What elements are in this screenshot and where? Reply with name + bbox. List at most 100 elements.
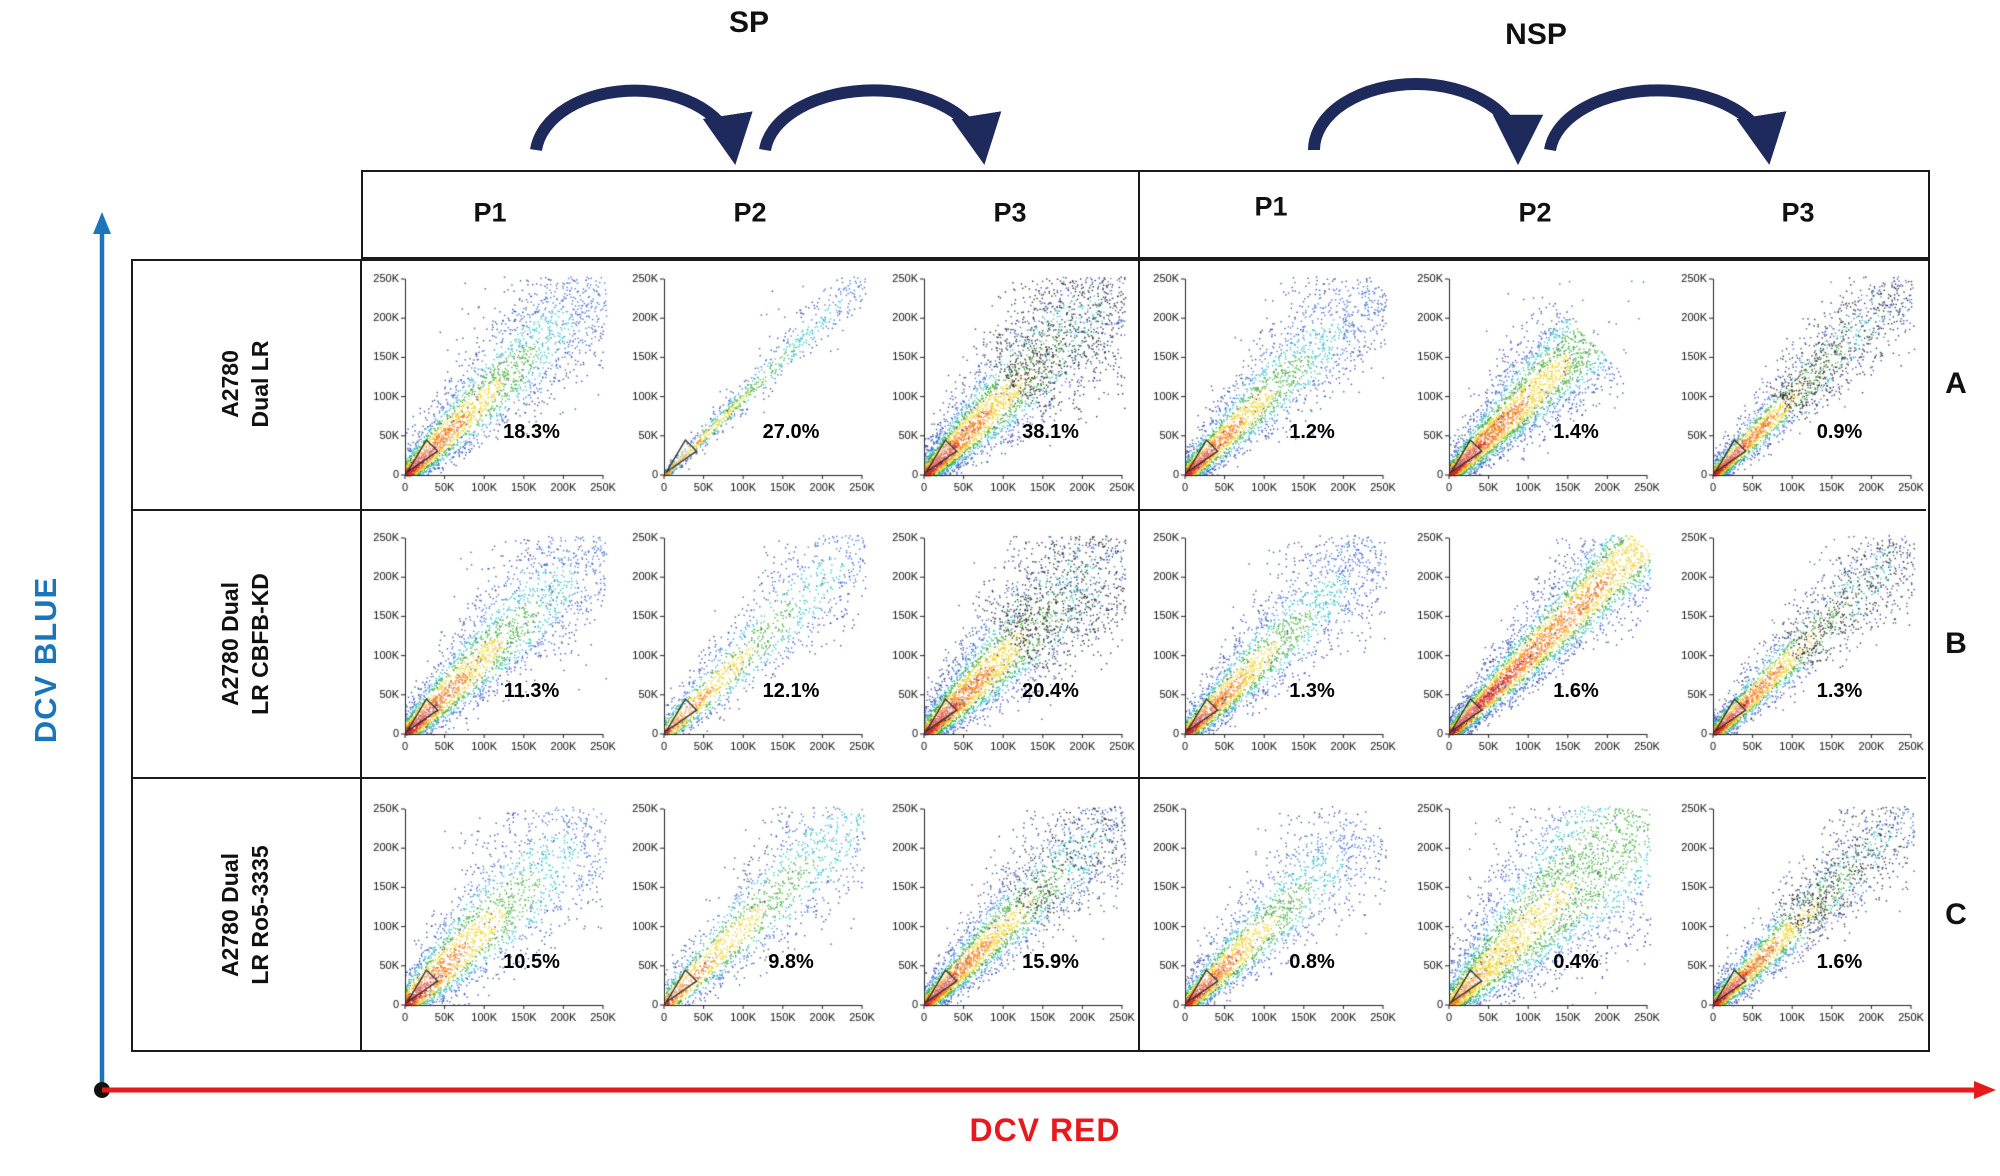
plot-panel-nsp-p2-row1: 1.4% [1403,259,1667,510]
y-axis-label: DCV BLUE [28,576,63,744]
scatter-canvas [883,528,1136,760]
plot-grid: 18.3% 27.0% 38.1% 1.2% 1.4% 0.9% 11.3% 12.1% 20.… [361,259,1930,1052]
percent-label: 12.1% [762,680,820,702]
scatter-canvas [1409,799,1661,1031]
plot-panel-nsp-p1-row2: 1.3% [1139,510,1403,778]
scatter-canvas [883,799,1136,1031]
column-header-nsp-p3: P3 [1781,197,1815,228]
scatter-plot: 0.4% [1409,799,1661,1031]
row-letter-c: C [1945,898,1967,931]
row-letter-b: B [1945,627,1967,660]
scatter-plot: 38.1% [883,268,1136,501]
row-label-a: A2780 Dual LR [216,341,276,428]
scatter-plot: 1.2% [1145,268,1397,501]
gating-arrow-nsp-p1-p2 [1308,78,1544,166]
row-label-c-line1: A2780 Dual [217,852,244,978]
scatter-plot: 18.3% [364,268,617,501]
scatter-canvas [624,528,876,760]
row-label-b: A2780 Dual LR CBFB-KD [216,573,276,715]
scatter-plot: 1.6% [1672,799,1925,1031]
scatter-canvas [1145,799,1397,1031]
percent-label: 9.8% [768,951,814,973]
divider-rowlabels-plots [360,259,362,1050]
percent-label: 1.6% [1816,951,1863,973]
body-border-box [131,259,1930,1052]
gating-arrow-sp-p2-p3 [759,84,1002,165]
divider-row-a-b [131,509,1926,511]
plot-panel-nsp-p2-row2: 1.6% [1403,510,1667,778]
scatter-canvas [364,528,617,760]
percent-label: 27.0% [762,420,820,443]
scatter-plot: 12.1% [624,528,876,760]
group-label-sp: SP [728,6,770,39]
column-header-nsp-p2: P2 [1518,197,1552,228]
plot-panel-sp-p2-row2: 12.1% [620,510,880,778]
scatter-canvas [1672,799,1925,1031]
percent-label: 1.3% [1816,680,1863,702]
percent-label: 0.9% [1816,420,1863,443]
scatter-plot: 11.3% [364,528,617,760]
gating-arrow-sp-p1-p2 [530,84,753,165]
percent-label: 20.4% [1022,680,1079,702]
column-header-sp-p1: P1 [473,197,507,228]
percent-label: 15.9% [1022,951,1079,973]
plot-panel-nsp-p3-row1: 0.9% [1667,259,1930,510]
scatter-canvas [624,799,876,1031]
scatter-canvas [1145,528,1397,760]
axis-origin-dot [94,1082,110,1098]
scatter-canvas [1672,268,1925,501]
row-label-a-line1: A2780 [217,350,244,418]
scatter-plot: 1.6% [1409,528,1661,760]
plot-panel-nsp-p3-row3: 1.6% [1667,778,1930,1052]
plot-panel-nsp-p1-row3: 0.8% [1139,778,1403,1052]
plot-panel-nsp-p2-row3: 0.4% [1403,778,1667,1052]
plot-panel-sp-p3-row3: 15.9% [880,778,1139,1052]
percent-label: 1.4% [1553,420,1599,443]
percent-label: 1.2% [1289,420,1335,443]
scatter-plot: 1.3% [1145,528,1397,760]
plot-panel-sp-p2-row1: 27.0% [620,259,880,510]
percent-label: 18.3% [503,420,560,443]
percent-label: 1.3% [1289,680,1335,702]
column-header-sp-p2: P2 [733,197,767,228]
scatter-plot: 10.5% [364,799,617,1031]
plot-panel-nsp-p1-row1: 1.2% [1139,259,1403,510]
percent-label: 0.8% [1289,951,1335,973]
divider-row-b-c [131,777,1926,779]
percent-label: 38.1% [1022,420,1079,443]
group-label-nsp: NSP [1505,18,1567,51]
dcv-blue-axis-arrowhead [93,212,111,234]
plot-panel-sp-p1-row2: 11.3% [361,510,620,778]
row-label-b-line1: A2780 Dual [217,582,244,707]
percent-label: 1.6% [1553,680,1599,702]
scatter-canvas [1409,268,1661,501]
row-label-b-line2: LR CBFB-KD [247,573,273,715]
row-label-c: A2780 Dual LR Ro5-3335 [216,845,276,984]
percent-label: 10.5% [503,951,560,973]
scatter-canvas [883,268,1136,501]
plot-panel-sp-p3-row2: 20.4% [880,510,1139,778]
scatter-canvas [364,268,617,501]
scatter-plot: 0.8% [1145,799,1397,1031]
scatter-plot: 9.8% [624,799,876,1031]
x-axis-label: DCV RED [969,1112,1121,1148]
column-header-sp-p3: P3 [993,197,1027,228]
header-border-box [361,170,1930,259]
scatter-canvas [624,268,876,501]
scatter-canvas [1145,268,1397,501]
row-label-c-line2: LR Ro5-3335 [247,845,273,985]
column-header-nsp-p1: P1 [1254,191,1288,222]
percent-label: 11.3% [503,680,560,702]
plot-panel-sp-p1-row1: 18.3% [361,259,620,510]
scatter-canvas [1409,528,1661,760]
row-label-a-line2: Dual LR [247,340,273,428]
row-letter-a: A [1945,367,1967,400]
gating-arrow-nsp-p2-p3 [1544,84,1787,165]
divider-sp-nsp [1138,170,1140,1052]
scatter-canvas [1672,528,1925,760]
scatter-canvas [364,799,617,1031]
scatter-plot: 20.4% [883,528,1136,760]
percent-label: 0.4% [1553,951,1599,973]
dcv-red-axis-arrowhead [1974,1081,1996,1099]
